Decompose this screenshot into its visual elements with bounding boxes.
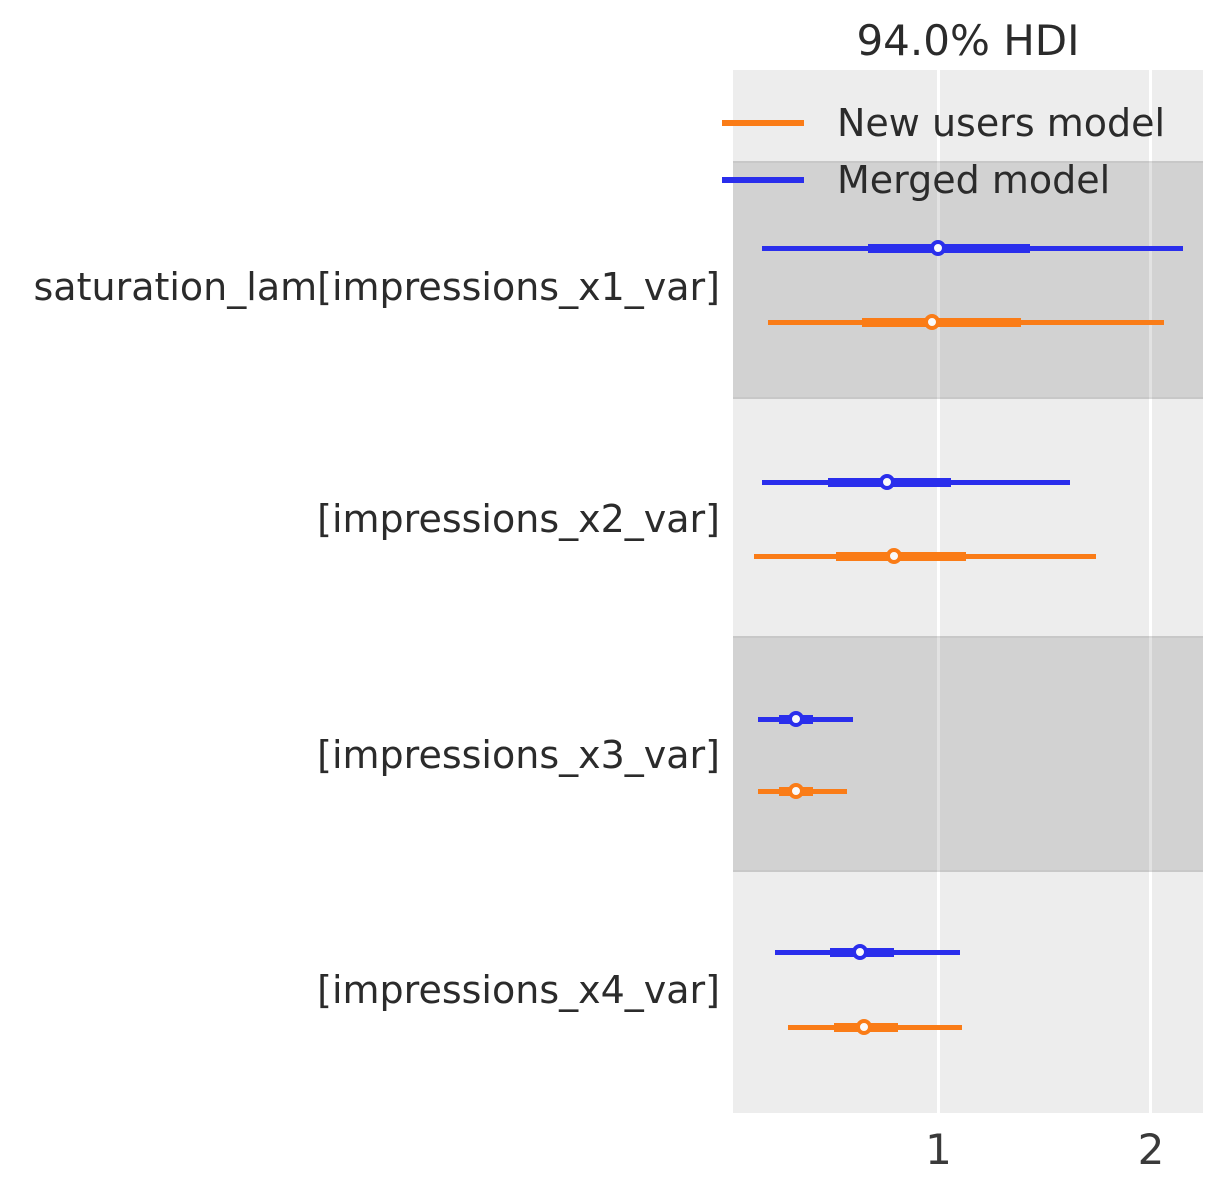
legend-item-new-users-model: New users model [722, 101, 1165, 145]
background-band [733, 636, 1203, 872]
point-estimate-marker [856, 1019, 873, 1035]
background-band [733, 161, 1203, 399]
plot-area [733, 70, 1203, 1113]
background-band [733, 872, 1203, 1113]
row-label: [impressions_x2_var] [317, 497, 720, 541]
background-band [733, 399, 1203, 636]
iqr-line [861, 317, 1022, 327]
x-tick-label: 1 [925, 1125, 952, 1174]
point-estimate-marker [924, 314, 941, 330]
legend-line-new-users-model [722, 120, 804, 126]
point-estimate-marker [885, 548, 902, 564]
point-estimate-marker [930, 240, 947, 256]
point-estimate-marker [788, 783, 805, 799]
iqr-line [868, 243, 1030, 253]
gridline-x-1 [936, 70, 940, 1113]
point-estimate-marker [879, 474, 896, 490]
legend-item-merged-model: Merged model [722, 158, 1110, 202]
legend-label: New users model [837, 101, 1166, 145]
point-estimate-marker [788, 711, 805, 727]
row-label: saturation_lam[impressions_x1_var] [33, 265, 721, 309]
point-estimate-marker [851, 944, 868, 960]
row-label: [impressions_x4_var] [317, 968, 720, 1012]
row-label: [impressions_x3_var] [317, 733, 720, 777]
gridline-x-2 [1149, 70, 1153, 1113]
legend-label: Merged model [837, 158, 1111, 202]
x-tick-label: 2 [1137, 1125, 1165, 1174]
plot-title: 94.0% HDI [856, 16, 1080, 65]
legend-line-merged-model [722, 177, 804, 183]
